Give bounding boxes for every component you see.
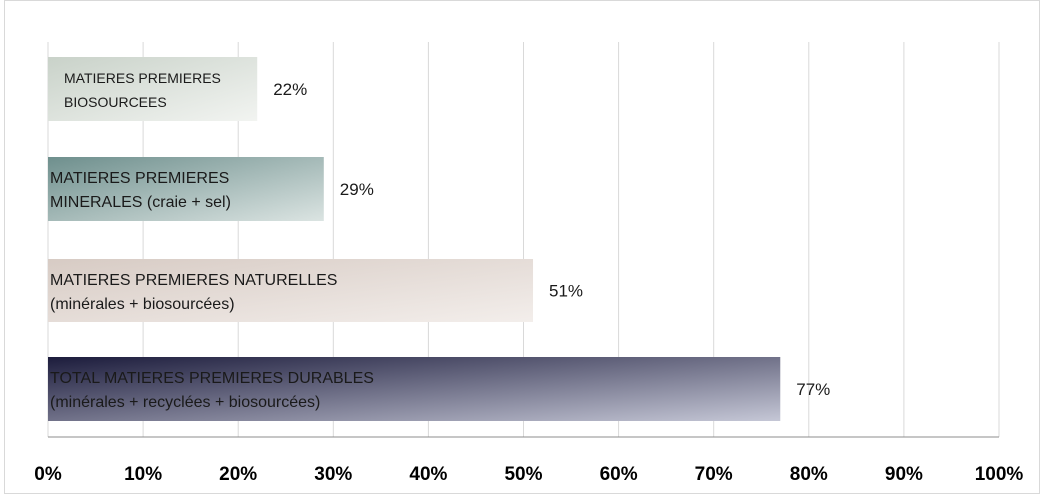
x-tick-label: 10% bbox=[124, 464, 162, 485]
x-tick-label: 80% bbox=[790, 464, 828, 485]
bar-category-label: BIOSOURCEES bbox=[64, 94, 167, 110]
bar-category-label: (minérales + recyclées + biosourcées) bbox=[50, 394, 320, 411]
x-tick-label: 50% bbox=[504, 464, 542, 485]
bar-category-label: TOTAL MATIERES PREMIERES DURABLES bbox=[50, 370, 374, 387]
x-tick-label: 60% bbox=[600, 464, 638, 485]
bar-value-label: 29% bbox=[340, 180, 374, 199]
bar-category-label: MATIERES PREMIERES bbox=[50, 170, 229, 187]
x-tick-label: 30% bbox=[314, 464, 352, 485]
bar-category-label: (minérales + biosourcées) bbox=[50, 296, 235, 313]
x-tick-label: 20% bbox=[219, 464, 257, 485]
bar bbox=[48, 57, 258, 121]
x-tick-label: 70% bbox=[695, 464, 733, 485]
bar-value-label: 22% bbox=[273, 80, 307, 99]
x-tick-label: 0% bbox=[34, 464, 62, 485]
bar bbox=[48, 259, 534, 322]
bar-value-label: 77% bbox=[796, 380, 830, 399]
x-tick-label: 90% bbox=[885, 464, 923, 485]
bar bbox=[48, 357, 781, 421]
x-tick-label: 40% bbox=[409, 464, 447, 485]
bar-category-label: MINERALES (craie + sel) bbox=[50, 194, 231, 211]
x-tick-label: 100% bbox=[975, 464, 1024, 485]
bar-category-label: MATIERES PREMIERES NATURELLES bbox=[50, 272, 337, 289]
bar-category-label: MATIERES PREMIERES bbox=[64, 70, 221, 86]
bar-value-label: 51% bbox=[549, 282, 583, 301]
bar bbox=[48, 157, 324, 221]
